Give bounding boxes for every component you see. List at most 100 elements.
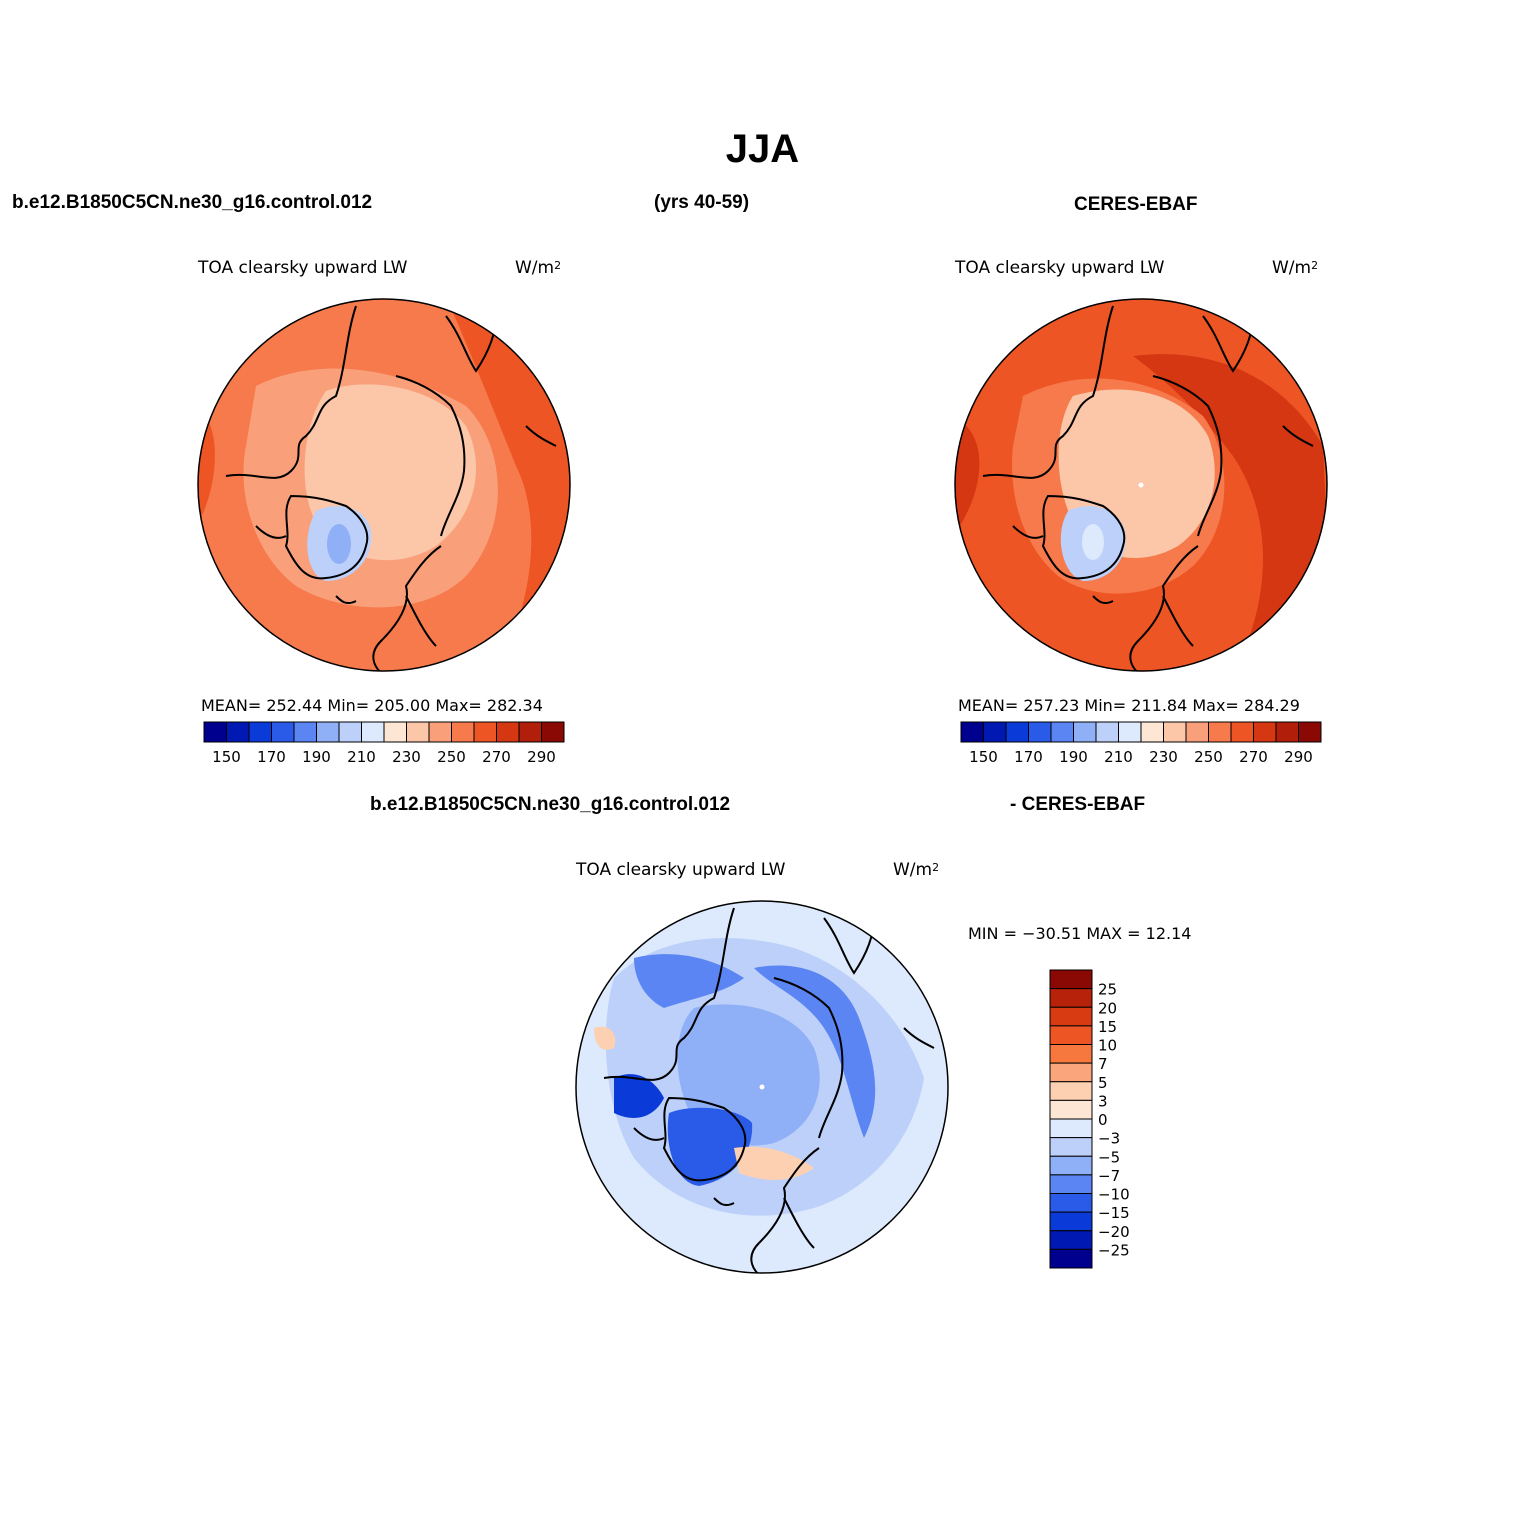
obs-pole-marker — [1138, 482, 1144, 488]
diff-colorbar-cell — [1049, 1248, 1093, 1269]
obs-colorbar-cell — [1095, 721, 1119, 743]
model-units-label: W/m2 — [515, 258, 562, 278]
diff-colorbar-tick-label: −15 — [1098, 1204, 1130, 1222]
model-colorbar-cell — [383, 721, 407, 743]
diff-colorbar-tick-label: 20 — [1098, 999, 1117, 1017]
diff-units-label: W/m2 — [893, 860, 940, 880]
model-colorbar-tick-label: 270 — [482, 748, 511, 766]
diff-colorbar-tick-label: −5 — [1098, 1148, 1120, 1166]
diff-pole-marker — [759, 1084, 765, 1090]
obs-colorbar-labels: 150 170 190 210 230 250 270 290 — [969, 748, 1313, 766]
obs-colorbar-cell — [1140, 721, 1164, 743]
diff-colorbar-tick-label: −3 — [1098, 1130, 1120, 1148]
model-variable-label: TOA clearsky upward LW — [198, 258, 408, 278]
diff-colorbar-tick-label: 0 — [1098, 1111, 1108, 1129]
diff-colorbar-cell — [1049, 1155, 1093, 1176]
diff-colorbar-cell — [1049, 1025, 1093, 1045]
obs-colorbar: 150 170 190 210 230 250 270 290 — [960, 721, 1322, 766]
obs-colorbar-tick-label: 190 — [1059, 748, 1088, 766]
obs-colorbar-cell — [960, 721, 984, 743]
model-colorbar-labels: 150 170 190 210 230 250 270 290 — [212, 748, 556, 766]
obs-colorbar-cell — [1050, 721, 1074, 743]
model-colorbar-cell — [203, 721, 227, 743]
model-colorbar-cell — [428, 721, 452, 743]
model-colorbar: 150 170 190 210 230 250 270 290 — [203, 721, 565, 766]
obs-colorbar-tick-label: 150 — [969, 748, 998, 766]
obs-polar-map — [954, 298, 1328, 672]
diff-colorbar-cell — [1049, 1174, 1093, 1194]
model-stats: MEAN= 252.44 Min= 205.00 Max= 282.34 — [201, 696, 543, 715]
obs-colorbar-cell — [1230, 721, 1254, 743]
diff-colorbar-tick-label: −7 — [1098, 1167, 1120, 1185]
diff-colorbar-cell — [1049, 988, 1093, 1008]
obs-stats: MEAN= 257.23 Min= 211.84 Max= 284.29 — [958, 696, 1300, 715]
diff-colorbar-tick-label: 5 — [1098, 1074, 1108, 1092]
obs-variable-label: TOA clearsky upward LW — [955, 258, 1165, 278]
model-colorbar-cell — [496, 721, 520, 743]
diff-map-boundary — [575, 900, 949, 1274]
obs-colorbar-tick-label: 250 — [1194, 748, 1223, 766]
model-colorbar-tick-label: 170 — [257, 748, 286, 766]
obs-colorbar-tick-label: 210 — [1104, 748, 1133, 766]
model-coastlines — [225, 305, 557, 671]
model-colorbar-cell — [541, 721, 565, 743]
model-colorbar-cell — [518, 721, 542, 743]
diff-field-positive-patch — [734, 1146, 814, 1180]
diff-colorbar-tick-label: 7 — [1098, 1055, 1108, 1073]
obs-field-warm-band — [1133, 354, 1327, 671]
obs-colorbar-tick-label: 290 — [1284, 748, 1313, 766]
diff-colorbar-tick-label: 3 — [1098, 1092, 1108, 1110]
model-colorbar-cell — [248, 721, 272, 743]
diff-colorbar-cell — [1049, 1193, 1093, 1213]
diff-variable-label: TOA clearsky upward LW — [576, 860, 786, 880]
years-header: (yrs 40-59) — [654, 192, 750, 213]
obs-colorbar-cell — [1208, 721, 1232, 743]
model-colorbar-cell — [406, 721, 430, 743]
obs-colorbar-tick-label: 170 — [1014, 748, 1043, 766]
model-colorbar-tick-label: 230 — [392, 748, 421, 766]
model-colorbar-tick-label: 150 — [212, 748, 241, 766]
model-colorbar-tick-label: 210 — [347, 748, 376, 766]
obs-colorbar-cell — [1185, 721, 1209, 743]
model-case-header: b.e12.B1850C5CN.ne30_g16.control.012 — [12, 192, 373, 213]
diff-colorbar-cell — [1049, 1230, 1093, 1250]
diff-colorbar-tick-label: 15 — [1098, 1018, 1117, 1036]
obs-coastlines — [982, 305, 1314, 671]
diff-colorbar-cell — [1049, 1137, 1093, 1157]
diff-colorbar-cell — [1049, 1118, 1093, 1139]
model-colorbar-cell — [361, 721, 385, 743]
model-field-greenland-core — [327, 524, 351, 564]
diff-polar-map — [575, 900, 949, 1274]
diff-colorbar-cell — [1049, 1044, 1093, 1064]
diff-field-positive-west — [594, 1026, 616, 1050]
obs-units-label: W/m2 — [1272, 258, 1319, 278]
figure-title: JJA — [725, 127, 800, 171]
model-colorbar-cell — [226, 721, 250, 743]
obs-colorbar-cell — [1005, 721, 1029, 743]
diff-colorbar-tick-label: −25 — [1098, 1241, 1130, 1259]
obs-colorbar-tick-label: 270 — [1239, 748, 1268, 766]
diff-colorbar-tick-label: 25 — [1098, 981, 1117, 999]
model-colorbar-cell — [338, 721, 362, 743]
diff-case-header: b.e12.B1850C5CN.ne30_g16.control.012 — [370, 794, 731, 815]
diff-field-negative-east — [754, 965, 876, 1138]
obs-colorbar-cell — [1253, 721, 1277, 743]
diff-colorbar-cell — [1049, 1062, 1093, 1083]
diff-stats: MIN = −30.51 MAX = 12.14 — [968, 924, 1192, 943]
obs-map-boundary — [954, 298, 1328, 672]
obs-colorbar-cell — [1118, 721, 1142, 743]
diff-colorbar-cell — [1049, 1081, 1093, 1101]
model-polar-map — [197, 298, 571, 672]
diff-field-canada — [614, 1074, 664, 1118]
diff-colorbar-cell — [1049, 969, 1093, 990]
diff-colorbar-cell — [1049, 1211, 1093, 1232]
diff-colorbar-tick-label: −10 — [1098, 1186, 1130, 1204]
model-colorbar-cell — [271, 721, 295, 743]
model-map-boundary — [197, 298, 571, 672]
diff-colorbar-cell — [1049, 1099, 1093, 1120]
model-colorbar-cell — [316, 721, 340, 743]
diff-colorbar-cell — [1049, 1006, 1093, 1027]
model-colorbar-tick-label: 250 — [437, 748, 466, 766]
